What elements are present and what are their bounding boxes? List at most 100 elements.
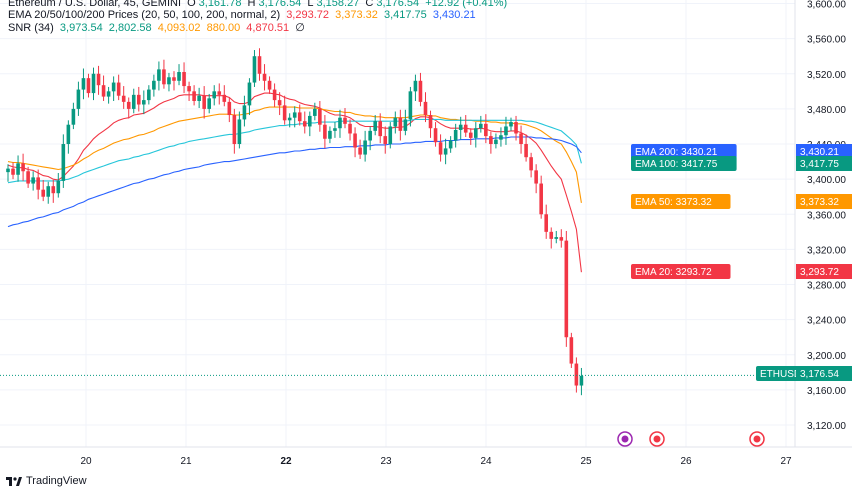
candle-body <box>418 80 423 102</box>
x-tick-label: 22 <box>280 456 292 467</box>
candle-body <box>484 123 488 137</box>
candle-body <box>167 77 171 85</box>
candle-body <box>222 94 227 102</box>
candle-body <box>232 115 237 145</box>
candle-body <box>343 117 347 124</box>
candle-body <box>448 140 453 149</box>
candle-body <box>247 82 252 106</box>
candle-body <box>147 89 151 101</box>
event-icon-dot <box>653 435 661 443</box>
candle-body <box>297 112 302 122</box>
candle-body <box>91 73 96 94</box>
candle-body <box>318 108 322 125</box>
candle-body <box>272 89 277 101</box>
candle-body <box>41 189 46 197</box>
candle-body <box>56 180 61 194</box>
ema-legend: EMA 20/50/100/200 Prices (20, 50, 100, 2… <box>8 9 479 22</box>
y-tick-label: 3,360.00 <box>807 210 846 221</box>
candle-body <box>413 80 418 92</box>
axis-price-label: 3,176.54 <box>800 369 839 380</box>
y-tick-label: 3,600.00 <box>807 0 846 11</box>
candle-body <box>348 123 352 134</box>
price-tag <box>631 144 737 159</box>
candle-body <box>529 157 533 171</box>
snr-title: SNR (34) <box>8 22 54 34</box>
candle-body <box>31 177 35 184</box>
candle-body <box>308 115 312 127</box>
x-tick-label: 23 <box>380 456 392 467</box>
candle-body <box>473 128 478 138</box>
candle-body <box>282 105 287 121</box>
candle-body <box>544 214 549 232</box>
x-tick-label: 25 <box>580 456 592 467</box>
candle-body <box>579 375 584 386</box>
candle-body <box>177 72 181 81</box>
candle-body <box>157 69 161 81</box>
candle-body <box>534 170 538 184</box>
candle-body <box>393 117 398 127</box>
candle-body <box>36 177 40 190</box>
candle-body <box>66 124 71 145</box>
candle-body <box>494 139 498 145</box>
symbol-legend: Ethereum / U.S. Dollar, 45, GEMINI O 3,16… <box>8 0 510 10</box>
price-tag-label: EMA 200: 3430.21 <box>635 147 718 158</box>
candle-body <box>292 112 297 118</box>
candle-body <box>242 105 247 120</box>
axis-price-label: 3,430.21 <box>800 147 839 158</box>
candle-body <box>539 183 543 215</box>
candle-body <box>323 124 327 139</box>
candle-body <box>71 108 76 125</box>
candle-body <box>6 168 10 173</box>
candle-body <box>277 100 282 106</box>
event-icon-dot <box>621 435 629 443</box>
candle-body <box>136 94 141 105</box>
price-tag <box>756 366 801 381</box>
candle-body <box>519 133 523 145</box>
price-tag <box>631 156 737 171</box>
candle-body <box>433 128 438 143</box>
price-tag-label: EMA 50: 3373.32 <box>635 197 712 208</box>
symbol-title: Ethereum / U.S. Dollar, 45, GEMINI <box>8 0 182 9</box>
candle-body <box>182 72 186 87</box>
candle-body <box>388 126 393 145</box>
candle-body <box>358 147 362 155</box>
candle-body <box>152 80 156 90</box>
candle-body <box>428 115 433 129</box>
candle-body <box>257 56 262 74</box>
y-tick-label: 3,480.00 <box>807 105 846 116</box>
candle-body <box>353 133 357 148</box>
candle-body <box>403 119 408 131</box>
candle-body <box>11 168 15 175</box>
snr-legend: SNR (34) 3,973.54 2,802.58 4,093.02 880.… <box>8 22 305 34</box>
x-tick-label: 24 <box>480 456 492 467</box>
candle-body <box>423 101 428 116</box>
candle-body <box>217 91 222 95</box>
candle-body <box>438 142 443 155</box>
price-tag-label: ETHUSD <box>760 369 801 380</box>
candle-body <box>504 126 508 136</box>
y-tick-label: 3,160.00 <box>807 386 846 397</box>
candle-body <box>564 240 569 338</box>
close-value: 3,176.54 <box>376 0 420 9</box>
candle-body <box>192 91 196 101</box>
candle-body <box>368 130 372 141</box>
candle-body <box>338 117 342 129</box>
ema100-value: 3,417.75 <box>383 9 427 21</box>
x-tick-label: 20 <box>80 456 92 467</box>
price-tag-label: EMA 100: 3417.75 <box>635 159 718 170</box>
candle-body <box>51 186 56 194</box>
candle-body <box>302 121 307 127</box>
tradingview-footer[interactable]: TradingView <box>6 475 87 487</box>
ema200-value: 3,430.21 <box>432 9 476 21</box>
candle-body <box>559 237 564 241</box>
candle-body <box>328 130 332 139</box>
axis-price-tag <box>796 144 852 159</box>
ema50-value: 3,373.32 <box>335 9 378 21</box>
candle-body <box>398 117 403 131</box>
candle-body <box>101 85 106 97</box>
axis-price-tag <box>796 264 852 279</box>
low-value: 3,158.27 <box>316 0 360 9</box>
x-tick-label: 26 <box>680 456 692 467</box>
price-tag <box>631 194 731 209</box>
